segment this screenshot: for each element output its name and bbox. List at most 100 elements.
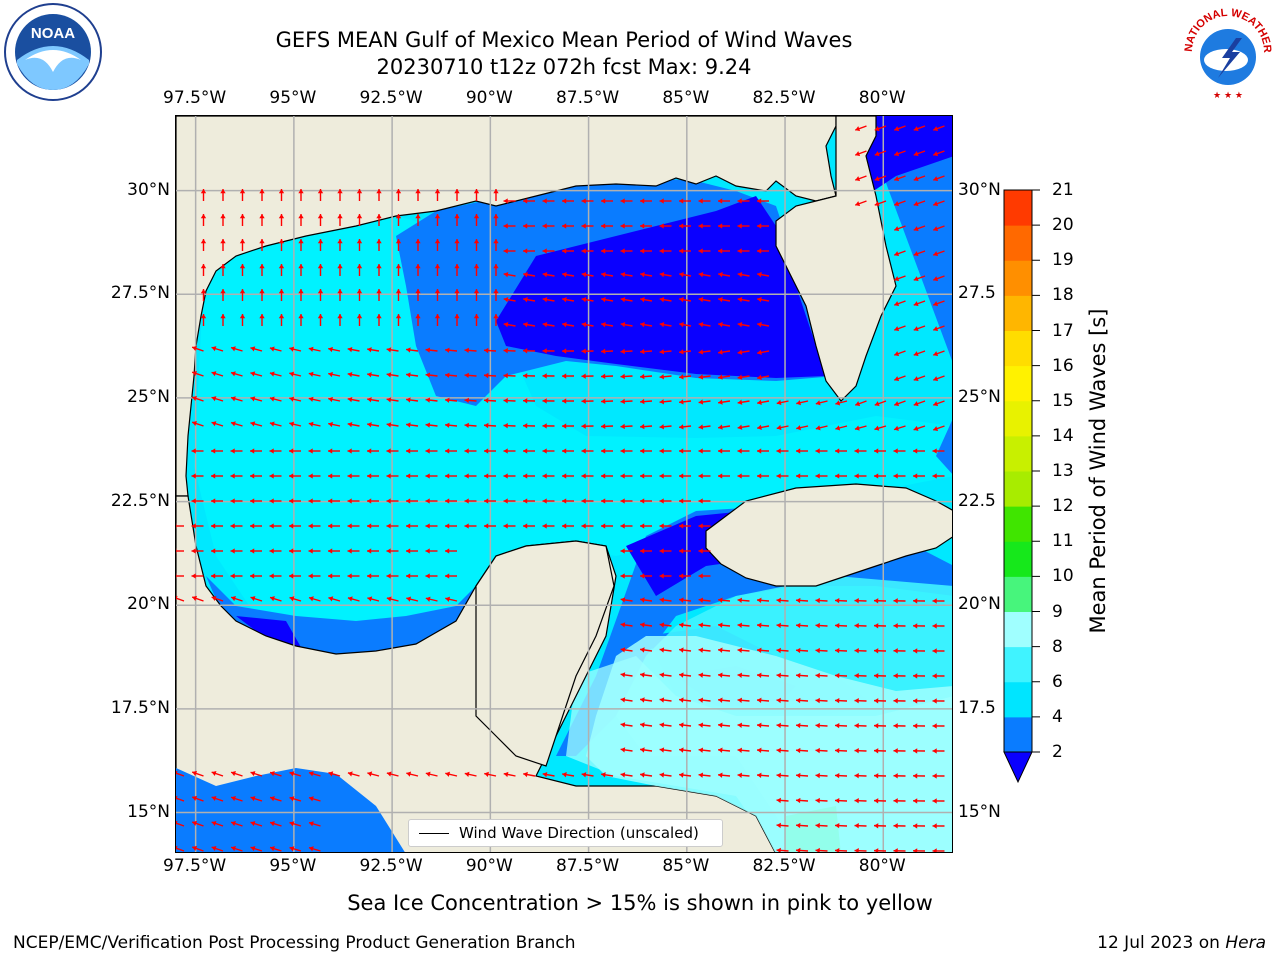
wave-arrow-head [640,548,645,554]
wave-arrow-head [601,248,606,254]
wave-arrow-head [484,498,489,504]
nws-logo: NATIONAL WEATHER SERVICE ★ ★ ★ [1174,0,1278,102]
wave-arrow-head [239,314,246,319]
wave-arrow-head [913,473,918,479]
wave-arrow-head [601,348,606,355]
wave-arrow-head [854,698,859,704]
wave-arrow-head [542,398,547,404]
wave-arrow-head [347,596,353,602]
wave-arrow-head [230,371,236,377]
colorbar-label: Mean Period of Wind Waves [s] [1086,308,1110,634]
wave-arrow-head [620,473,625,479]
wave-arrow-head [200,314,207,319]
wave-arrow-head [679,548,684,554]
wave-arrow-head [659,424,665,430]
wave-arrow-head [698,448,703,454]
wave-arrow-head [854,473,859,479]
wave-arrow-head [386,397,392,403]
wave-arrow-head [328,346,333,353]
wave-arrow-head [737,647,742,653]
wave-arrow-head [176,845,178,851]
wave-arrow-head [679,448,684,454]
wave-arrow-head [757,622,762,629]
wave-arrow-head [659,622,665,628]
wave-arrow-head [406,548,411,554]
wave-arrow-head [523,248,528,254]
wave-arrow-head [308,346,314,352]
wave-arrow-head [406,422,411,428]
wave-arrow-head [679,349,684,355]
wave-arrow-head [317,239,324,244]
wave-arrow-head [698,349,704,355]
wave-arrow-head [445,523,450,529]
wave-arrow-head [698,647,704,653]
wave-arrow-head [757,697,762,704]
wave-arrow-head [484,397,489,404]
wave-arrow-head [854,623,859,629]
wave-arrow-head [493,264,499,269]
wave-arrow-head [289,548,294,554]
wave-arrow-head [308,796,314,802]
wave-arrow-head [250,448,255,454]
wave-arrow-head [211,448,216,454]
wave-arrow-head [328,573,333,579]
wave-arrow-head [464,422,469,429]
wave-arrow-head [620,248,625,254]
wave-arrow-head [328,371,333,378]
wave-arrow-head [176,820,178,826]
wave-arrow-head [737,448,742,454]
wave-arrow-head [698,322,704,328]
wave-arrow-head [718,399,723,405]
colorbar-segment [1004,646,1032,683]
wave-arrow-head [757,223,762,229]
wave-arrow-head [757,747,762,754]
wave-arrow-head [367,397,372,403]
wave-arrow-head [620,198,625,204]
wave-arrow-head [581,473,586,479]
wave-arrow-head [933,351,939,357]
wave-arrow-head [250,473,255,479]
wave-arrow-head [874,401,880,407]
wave-arrow-head [581,772,587,778]
wave-arrow-head [815,425,821,431]
wave-arrow-head [620,498,625,504]
wave-arrow-head [737,297,743,303]
wave-arrow-head [835,847,840,852]
wave-arrow-head [395,239,402,244]
wave-arrow-head [620,398,625,405]
wave-arrow-head [659,223,664,229]
wave-arrow-head [698,297,704,303]
wave-arrow-head [337,314,343,319]
wave-arrow-head [933,251,939,257]
wave-arrow-head [298,239,304,244]
wave-arrow-head [191,573,196,579]
wave-arrow-head [933,301,939,307]
wave-arrow-head [913,401,919,407]
wave-arrow-head [698,772,704,778]
wave-arrow-head [718,697,723,703]
colorbar-tick-label: 2 [1052,742,1063,762]
land-florida [775,116,897,402]
wave-arrow-head [581,423,586,429]
wave-arrow-head [376,289,382,294]
wave-arrow-head [679,272,684,278]
wave-arrow-head [620,272,626,278]
wave-arrow-head [659,322,665,328]
wave-arrow-head [503,248,508,254]
lon-tick-label: 87.5°W [555,88,620,108]
colorbar-tick-label: 17 [1052,320,1074,341]
wave-arrow-head [874,773,879,779]
wave-arrow-head [367,473,372,479]
wave-arrow-head [562,772,567,778]
colorbar-tick-label: 6 [1052,671,1063,692]
wave-arrow [176,797,185,802]
wave-arrow-head [932,623,937,629]
colorbar-tick-label: 9 [1052,601,1063,622]
wave-arrow-head [367,771,373,777]
wave-arrow-head [620,423,625,430]
wave-arrow-head [367,498,372,504]
wave-arrow-head [776,797,781,804]
wave-arrow-head [523,297,528,303]
wave-arrow-head [211,795,217,802]
wave-arrow-head [250,523,255,529]
